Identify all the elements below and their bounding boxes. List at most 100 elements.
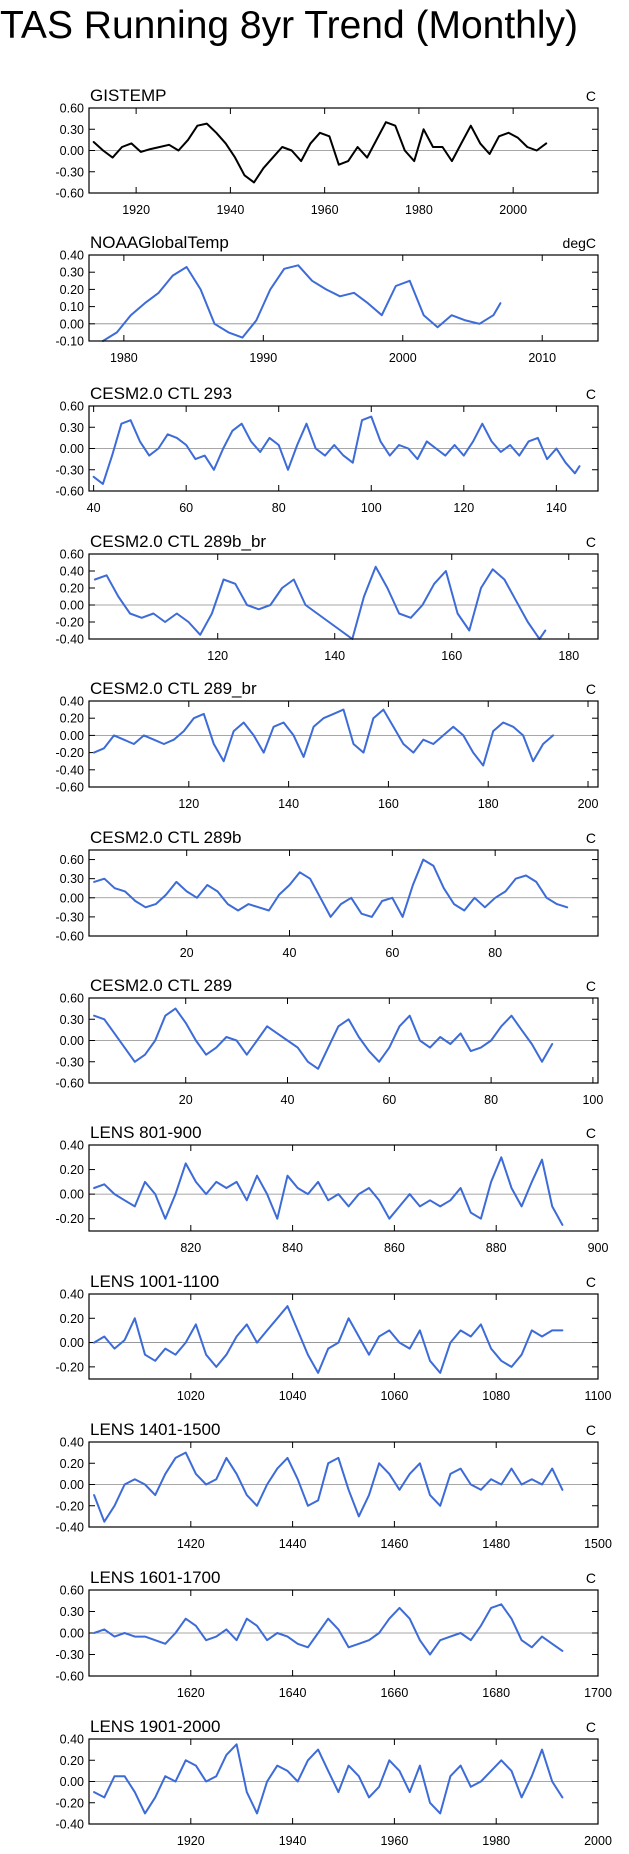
- chart-panel-2: NOAAGlobalTemp degC -0.10 0.00 0.10 0.20 0.30 0…: [56, 233, 599, 365]
- y-tick-label: -0.30: [56, 165, 85, 179]
- x-tick-label: 2000: [389, 351, 417, 365]
- y-tick-label: 0.30: [60, 872, 84, 886]
- y-tick-label: 0.60: [60, 548, 84, 562]
- chart-panel-8: LENS 801-900 C -0.20 0.00 0.20 0.40 820 840 860 8…: [56, 1123, 609, 1255]
- x-tick-label: 1040: [279, 1389, 307, 1403]
- x-tick-label: 80: [272, 501, 286, 515]
- x-tick-label: 1440: [279, 1537, 307, 1551]
- chart-panel-5: CESM2.0 CTL 289_br C -0.60 -0.40 -0.20 0.00 0.…: [56, 679, 599, 811]
- x-tick-label: 1700: [584, 1686, 612, 1700]
- y-tick-label: -0.60: [56, 485, 85, 499]
- x-tick-label: 100: [361, 501, 382, 515]
- y-tick-label: 0.40: [60, 1288, 84, 1302]
- y-tick-label: 0.00: [60, 599, 84, 613]
- y-tick-label: -0.20: [56, 1212, 85, 1226]
- y-tick-label: 0.00: [60, 1034, 84, 1048]
- y-tick-label: 0.00: [60, 1775, 84, 1789]
- series-line: [101, 264, 502, 342]
- y-tick-label: 0.00: [60, 1188, 84, 1202]
- x-tick-label: 840: [282, 1241, 303, 1255]
- x-tick-label: 140: [324, 649, 345, 663]
- y-tick-label: -0.20: [56, 1796, 85, 1810]
- x-tick-label: 140: [546, 501, 567, 515]
- y-tick-label: 0.00: [60, 317, 84, 331]
- x-tick-label: 1660: [380, 1686, 408, 1700]
- y-tick-label: 0.60: [60, 400, 84, 414]
- chart-units: C: [586, 534, 596, 550]
- x-tick-label: 2010: [528, 351, 556, 365]
- x-tick-label: 120: [207, 649, 228, 663]
- plot-frame: [88, 1589, 599, 1677]
- x-tick-label: 1680: [482, 1686, 510, 1700]
- x-tick-label: 40: [87, 501, 101, 515]
- x-tick-label: 1080: [482, 1389, 510, 1403]
- y-tick-label: -0.60: [56, 1670, 85, 1684]
- x-tick-label: 1940: [216, 203, 244, 217]
- y-tick-label: 0.30: [60, 266, 84, 280]
- plot-frame: [88, 405, 599, 492]
- y-tick-label: 0.60: [60, 853, 84, 867]
- chart-units: C: [586, 1422, 596, 1438]
- y-tick-label: 0.20: [60, 1312, 84, 1326]
- y-tick-label: 0.00: [60, 891, 84, 905]
- chart-units: C: [586, 386, 596, 402]
- y-tick-label: 0.30: [60, 1605, 84, 1619]
- x-tick-label: 20: [179, 1093, 193, 1107]
- x-tick-label: 120: [453, 501, 474, 515]
- y-tick-label: -0.40: [56, 1521, 85, 1535]
- chart-units: C: [586, 1125, 596, 1141]
- y-tick-label: 0.20: [60, 582, 84, 596]
- y-tick-label: -0.30: [56, 1055, 85, 1069]
- x-tick-label: 1100: [585, 1389, 612, 1403]
- x-tick-label: 80: [488, 946, 502, 960]
- series-line: [93, 565, 547, 640]
- x-tick-label: 100: [582, 1093, 603, 1107]
- chart-title: CESM2.0 CTL 289b_br: [90, 532, 266, 551]
- page-title: TAS Running 8yr Trend (Monthly): [0, 4, 579, 47]
- x-tick-label: 20: [180, 946, 194, 960]
- plot-frame: [88, 1144, 599, 1232]
- x-tick-label: 2000: [499, 203, 527, 217]
- y-tick-label: 0.00: [60, 729, 84, 743]
- x-tick-label: 1960: [380, 1834, 408, 1848]
- x-tick-label: 180: [478, 797, 499, 811]
- series-line: [93, 708, 555, 767]
- x-tick-label: 1990: [249, 351, 277, 365]
- y-tick-label: 0.20: [60, 1163, 84, 1177]
- chart-units: C: [586, 1570, 596, 1586]
- x-tick-label: 900: [588, 1241, 609, 1255]
- chart-title: CESM2.0 CTL 289: [90, 976, 232, 995]
- y-tick-label: 0.20: [60, 712, 84, 726]
- y-tick-label: -0.60: [56, 930, 85, 944]
- chart-panel-11: LENS 1601-1700 C -0.60 -0.30 0.00 0.30 0.60 162…: [56, 1568, 612, 1700]
- chart-panel-12: LENS 1901-2000 C -0.40 -0.20 0.00 0.20 0.40 192…: [56, 1717, 612, 1848]
- plot-frame: [88, 553, 599, 640]
- plot-frame: [88, 1441, 599, 1528]
- y-tick-label: 0.40: [60, 1436, 84, 1450]
- x-tick-label: 1500: [584, 1537, 612, 1551]
- series-line: [93, 1603, 564, 1656]
- plot-frame: [88, 107, 599, 194]
- chart-units: degC: [563, 235, 596, 251]
- y-tick-label: 0.00: [60, 442, 84, 456]
- series-line: [93, 1007, 554, 1070]
- y-tick-label: -0.20: [56, 616, 85, 630]
- chart-units: C: [586, 681, 596, 697]
- x-tick-label: 1960: [311, 203, 339, 217]
- x-tick-label: 1980: [110, 351, 138, 365]
- y-tick-label: -0.60: [56, 1077, 85, 1091]
- x-tick-label: 140: [278, 797, 299, 811]
- x-tick-label: 60: [179, 501, 193, 515]
- x-tick-label: 1460: [380, 1537, 408, 1551]
- x-tick-label: 2000: [584, 1834, 612, 1848]
- x-tick-label: 860: [384, 1241, 405, 1255]
- y-tick-label: 0.40: [60, 1139, 84, 1153]
- chart-panel-7: CESM2.0 CTL 289 C -0.60 -0.30 0.00 0.30 0.60 20…: [56, 976, 604, 1107]
- chart-title: LENS 1601-1700: [90, 1568, 220, 1587]
- y-tick-label: 0.60: [60, 102, 84, 116]
- chart-units: C: [586, 1719, 596, 1735]
- chart-title: LENS 1401-1500: [90, 1420, 220, 1439]
- y-tick-label: 0.40: [60, 249, 84, 263]
- x-tick-label: 180: [558, 649, 579, 663]
- x-tick-label: 1020: [177, 1389, 205, 1403]
